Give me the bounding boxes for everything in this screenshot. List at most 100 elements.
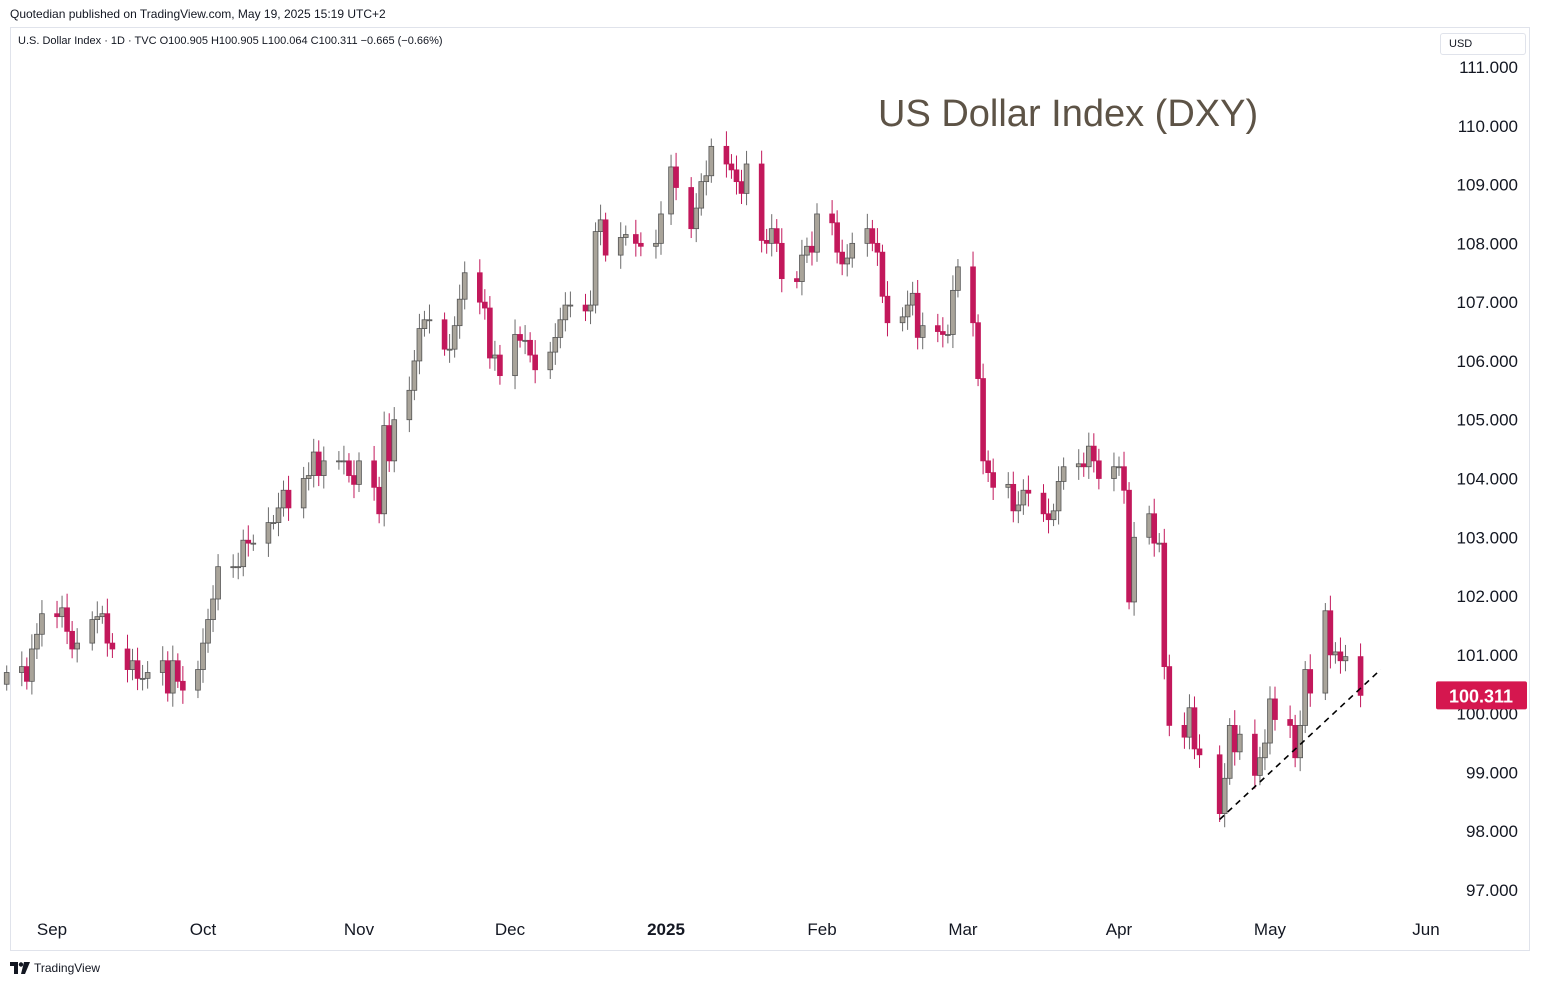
- candle-body: [1297, 725, 1303, 759]
- candle: [426, 304, 433, 334]
- candle: [1010, 471, 1017, 523]
- candle-body: [794, 278, 800, 282]
- candle: [1181, 712, 1188, 749]
- x-tick-label: Apr: [1106, 920, 1133, 939]
- candle: [738, 169, 745, 204]
- candle-body: [688, 187, 694, 230]
- candle: [391, 407, 398, 473]
- candle: [552, 323, 559, 365]
- candle-body: [1267, 698, 1273, 744]
- candle: [1050, 503, 1057, 527]
- candle-body: [1091, 445, 1097, 462]
- candle-body: [552, 337, 559, 353]
- currency-selector[interactable]: USD: [1440, 33, 1526, 55]
- symbol-ohlc-legend[interactable]: U.S. Dollar Index · 1D · TVC O100.905 H1…: [18, 35, 443, 47]
- candle: [794, 271, 800, 289]
- candle-body: [1186, 707, 1193, 738]
- candle-body: [1257, 757, 1263, 776]
- candle: [834, 210, 840, 264]
- candle-body: [1307, 669, 1314, 694]
- x-tick-label: Oct: [190, 920, 217, 939]
- candle: [763, 228, 770, 254]
- candle: [456, 284, 463, 339]
- candle-body: [3, 672, 10, 685]
- candle: [411, 350, 418, 401]
- candle-body: [1262, 742, 1268, 759]
- candle-body: [773, 228, 780, 244]
- candle-body: [743, 163, 750, 194]
- candle-body: [1015, 504, 1022, 512]
- candle: [708, 138, 715, 183]
- y-tick-label: 101.000: [1457, 646, 1518, 665]
- price-axis[interactable]: 111.000 110.000 109.000 108.000 107.000 106.0…: [1457, 58, 1518, 900]
- candle-body: [804, 245, 810, 256]
- y-tick-label: 103.000: [1457, 528, 1518, 547]
- candle: [914, 279, 921, 350]
- candle-body: [1161, 542, 1168, 668]
- candle-body: [758, 163, 765, 241]
- candle: [336, 451, 342, 470]
- candle: [265, 507, 272, 557]
- candle-body: [1196, 748, 1203, 756]
- candle-body: [532, 354, 538, 371]
- candle: [940, 317, 946, 348]
- candle: [1020, 479, 1027, 515]
- candle-body: [1085, 445, 1092, 468]
- candle-body: [874, 242, 881, 253]
- candle: [1342, 644, 1349, 672]
- candle: [250, 534, 257, 551]
- candle: [195, 660, 201, 699]
- candle-body: [950, 289, 956, 335]
- candle: [416, 313, 423, 375]
- candle: [557, 307, 564, 349]
- candle-body: [215, 566, 221, 600]
- candle-body: [633, 234, 639, 244]
- support-trendline[interactable]: [1219, 668, 1382, 821]
- candle: [1257, 746, 1263, 786]
- x-tick-label: Feb: [807, 920, 836, 939]
- candle: [74, 628, 80, 663]
- candle: [814, 203, 820, 262]
- candle-body: [869, 228, 876, 244]
- candle: [673, 152, 679, 201]
- x-tick-label: 2025: [647, 920, 685, 939]
- candle: [1126, 482, 1132, 610]
- candle-body: [139, 677, 146, 680]
- candle: [1116, 456, 1122, 476]
- candle: [1191, 696, 1198, 760]
- candle: [351, 460, 357, 499]
- candle-body: [547, 351, 554, 371]
- footer-brand[interactable]: TradingView: [10, 961, 100, 975]
- candle-body: [1327, 610, 1334, 656]
- candle-body: [557, 319, 564, 338]
- candle-body: [839, 251, 845, 265]
- candle: [1307, 654, 1314, 707]
- candle: [310, 438, 317, 488]
- footer-brand-text: TradingView: [34, 961, 101, 975]
- candle: [567, 291, 574, 318]
- candle-body: [1292, 725, 1298, 759]
- candle: [159, 646, 166, 686]
- candle-body: [517, 334, 523, 341]
- candle: [54, 600, 60, 629]
- candle: [985, 450, 991, 483]
- candle-body: [1181, 725, 1188, 738]
- time-axis[interactable]: Sep Oct Nov Dec 2025 Feb Mar Apr May Jun: [37, 920, 1440, 939]
- candle-body: [693, 207, 700, 230]
- candle: [144, 661, 151, 689]
- candle-body: [69, 630, 75, 650]
- candle-body: [1357, 656, 1364, 696]
- x-tick-label: Dec: [495, 920, 526, 939]
- candle-body: [416, 328, 423, 362]
- candle-body: [280, 489, 287, 509]
- candle: [446, 333, 453, 363]
- candles-layer: [3, 131, 1364, 828]
- y-tick-label: 108.000: [1457, 234, 1518, 253]
- candle-body: [834, 222, 840, 253]
- candle-body: [482, 301, 488, 309]
- candle: [1231, 710, 1238, 766]
- candle: [421, 310, 428, 337]
- candle-body: [477, 272, 483, 303]
- candle-body: [19, 666, 25, 673]
